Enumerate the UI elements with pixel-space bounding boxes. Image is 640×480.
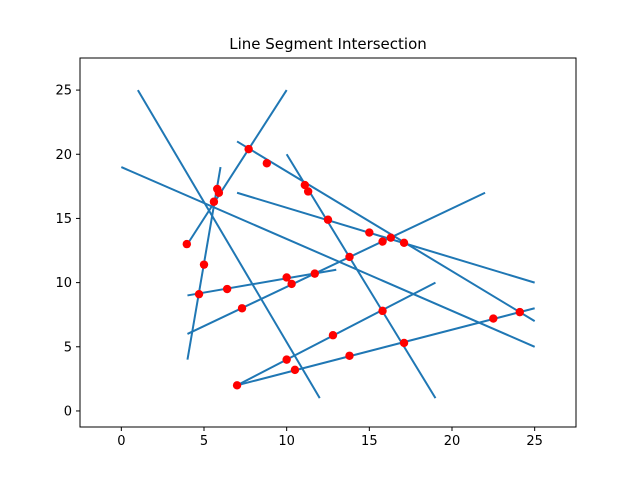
y-tick-label-4: 20 [55,148,72,163]
intersection-point-24 [399,238,409,248]
axes-layer: 0 5 10 15 20 25 0 5 10 15 20 25 [55,57,577,449]
intersection-point-16 [323,215,333,224]
y-tick-label-1: 5 [64,340,72,355]
chart-title: Line Segment Intersection [229,35,427,53]
y-tick-label-5: 25 [55,84,72,99]
intersection-point-27 [515,307,524,317]
intersection-point-15 [310,269,319,278]
intersection-point-8 [244,144,253,154]
intersection-point-5 [209,197,219,206]
plot-background [80,58,576,427]
y-tick-label-0: 0 [64,404,72,419]
intersection-point-13 [300,180,310,190]
segment-line-5 [236,191,535,284]
x-tick-label-2: 10 [278,434,295,449]
intersection-point-1 [199,260,209,269]
segment-line-10 [236,307,535,387]
x-tick-label-0: 0 [117,434,125,449]
segment-line-0 [137,89,321,399]
intersection-point-29 [232,381,242,390]
y-tick-label-2: 10 [55,276,72,291]
axes-frame [79,57,577,428]
intersection-point-23 [386,233,396,242]
plot-area [80,58,576,427]
intersection-point-14 [303,187,313,196]
segments-layer [120,89,536,399]
intersection-points-layer [182,144,524,390]
x-tick-label-4: 20 [444,434,461,449]
intersection-point-26 [489,314,498,323]
intersection-point-12 [290,365,300,375]
intersection-point-9 [262,159,272,168]
segment-line-2 [186,89,288,245]
intersection-point-28 [282,355,291,364]
intersection-point-17 [328,331,338,340]
intersection-point-11 [287,279,296,289]
y-tick-label-3: 15 [55,212,72,227]
intersection-point-25 [399,338,409,348]
intersection-point-2 [194,289,204,299]
intersection-point-10 [282,273,291,282]
intersection-point-22 [378,306,387,316]
intersection-point-18 [345,252,354,262]
intersection-point-20 [365,228,374,237]
x-tick-label-1: 5 [200,434,208,449]
intersection-point-7 [237,304,247,313]
segment-line-3 [120,166,536,348]
segment-line-6 [285,153,437,399]
segment-line-7 [187,191,486,335]
intersection-point-19 [345,351,354,360]
intersection-point-0 [182,239,192,249]
x-tick-label-5: 25 [526,434,543,449]
intersection-point-21 [378,237,387,246]
segment-line-4 [236,140,536,322]
intersection-point-4 [214,188,224,197]
intersection-point-6 [222,284,232,294]
x-tick-label-3: 15 [361,434,378,449]
